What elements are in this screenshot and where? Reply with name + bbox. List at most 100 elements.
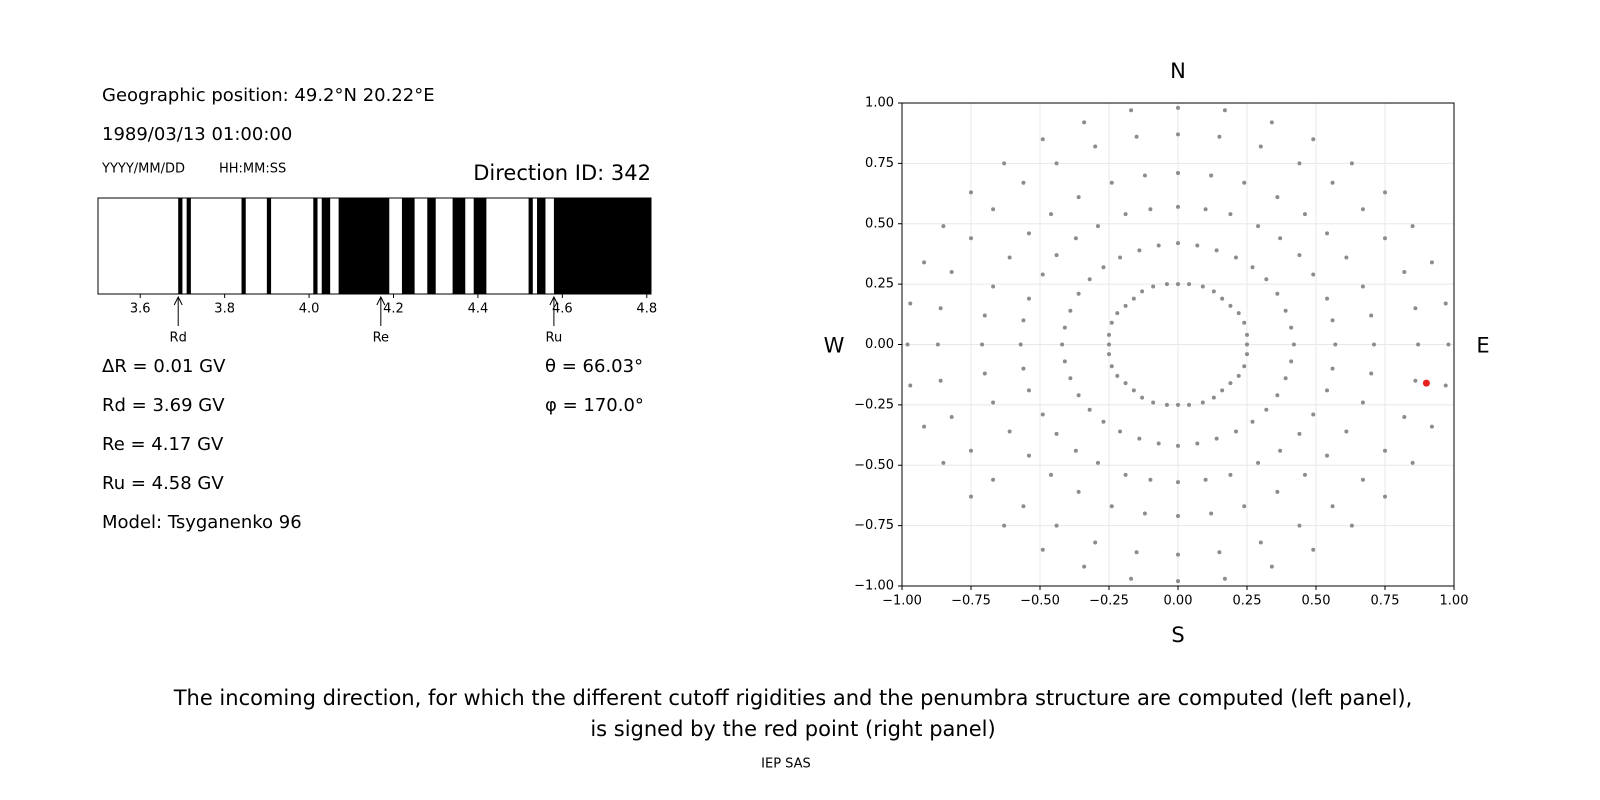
direction-point (1443, 301, 1448, 306)
direction-point (991, 207, 996, 212)
direction-point (905, 342, 910, 347)
direction-point (1256, 460, 1261, 465)
direction-point (1242, 504, 1247, 509)
direction-point (969, 448, 973, 453)
direction-point (1040, 137, 1045, 142)
direction-point (1220, 296, 1225, 301)
direction-point (1021, 318, 1026, 323)
direction-point (1021, 366, 1026, 371)
direction-point (1228, 472, 1233, 477)
direction-point (1236, 311, 1241, 316)
direction-point (1082, 564, 1087, 569)
direction-point (1087, 407, 1092, 412)
direction-point (1275, 489, 1280, 494)
y-tick-label: −0.75 (854, 518, 894, 533)
date-format: YYYY/MM/DD (101, 162, 185, 177)
bar-frame (97, 197, 652, 295)
direction-point (1129, 108, 1134, 113)
direction-point (941, 224, 946, 229)
direction-point (1195, 441, 1200, 446)
direction-point (1040, 412, 1045, 417)
forbidden-band (186, 198, 191, 294)
direction-point (1256, 224, 1261, 229)
direction-point (1123, 212, 1128, 217)
direction-point (1330, 366, 1335, 371)
direction-point (1049, 472, 1054, 477)
direction-point (922, 424, 927, 429)
direction-point (1187, 282, 1192, 287)
direction-point (1026, 453, 1031, 458)
direction-point (1087, 277, 1092, 282)
direction-point (1203, 477, 1208, 482)
direction-point (991, 284, 996, 289)
direction-point (1214, 436, 1219, 441)
direction-point (1410, 460, 1415, 465)
direction-point (1118, 255, 1123, 260)
direction-point (1176, 513, 1180, 518)
direction-point (1137, 436, 1142, 441)
direction-point (1410, 224, 1415, 229)
direction-point (1446, 342, 1451, 347)
direction-point (1076, 489, 1081, 494)
x-tick-label: 1.00 (1440, 594, 1469, 609)
param: Re = 4.17 GV (102, 434, 224, 455)
direction-point (1275, 291, 1280, 296)
direction-point (1413, 306, 1418, 311)
direction-point (1242, 320, 1247, 325)
direction-point (1018, 342, 1023, 347)
direction-point (1142, 511, 1147, 516)
direction-point (1344, 255, 1349, 260)
datetime: 1989/03/13 01:00:00 (102, 124, 292, 145)
direction-point (1269, 120, 1274, 125)
direction-point (980, 342, 985, 347)
footer: IEP SAS (761, 757, 811, 772)
direction-point (1245, 352, 1249, 357)
direction-point (1402, 270, 1407, 275)
direction-point (1222, 108, 1227, 113)
direction-point (969, 236, 973, 241)
direction-point (1095, 460, 1100, 465)
direction-point (1228, 303, 1233, 308)
forbidden-band (528, 198, 533, 294)
direction-point (1007, 429, 1012, 434)
forbidden-band (452, 198, 466, 294)
x-tick-label: 4.0 (299, 302, 320, 317)
direction-point (1054, 431, 1059, 436)
direction-point (1344, 429, 1349, 434)
direction-point (1156, 441, 1161, 446)
x-tick-label: 0.25 (1233, 594, 1262, 609)
direction-point (1021, 504, 1026, 509)
direction-point (1250, 265, 1255, 270)
forbidden-band (537, 198, 546, 294)
direction-point (1245, 332, 1249, 337)
y-tick-label: −1.00 (854, 579, 894, 594)
direction-point (969, 494, 973, 499)
direction-point (908, 383, 913, 388)
direction-point (1176, 579, 1180, 584)
direction-point (1416, 342, 1421, 347)
x-tick-label: 3.6 (130, 302, 151, 317)
direction-point (941, 460, 946, 465)
direction-point (1297, 431, 1302, 436)
direction-point (1131, 388, 1136, 393)
direction-point (1101, 265, 1106, 270)
direction-point (1203, 207, 1208, 212)
direction-point (1264, 277, 1269, 282)
direction-point (1123, 472, 1128, 477)
direction-point (1040, 547, 1045, 552)
y-tick-label: 0.50 (865, 216, 894, 231)
direction-point (1176, 402, 1180, 407)
direction-point (1068, 376, 1073, 381)
y-tick-label: 0.75 (865, 156, 894, 171)
direction-point (1258, 540, 1263, 545)
direction-point (1360, 400, 1365, 405)
direction-point (1026, 231, 1031, 236)
direction-point (1101, 419, 1106, 424)
direction-point (1195, 243, 1200, 248)
direction-point (1176, 204, 1180, 209)
x-tick-label: 4.4 (468, 302, 489, 317)
x-tick-label: 4.6 (552, 302, 573, 317)
direction-point (1082, 120, 1087, 125)
direction-point (1054, 253, 1059, 258)
direction-point (922, 260, 927, 265)
